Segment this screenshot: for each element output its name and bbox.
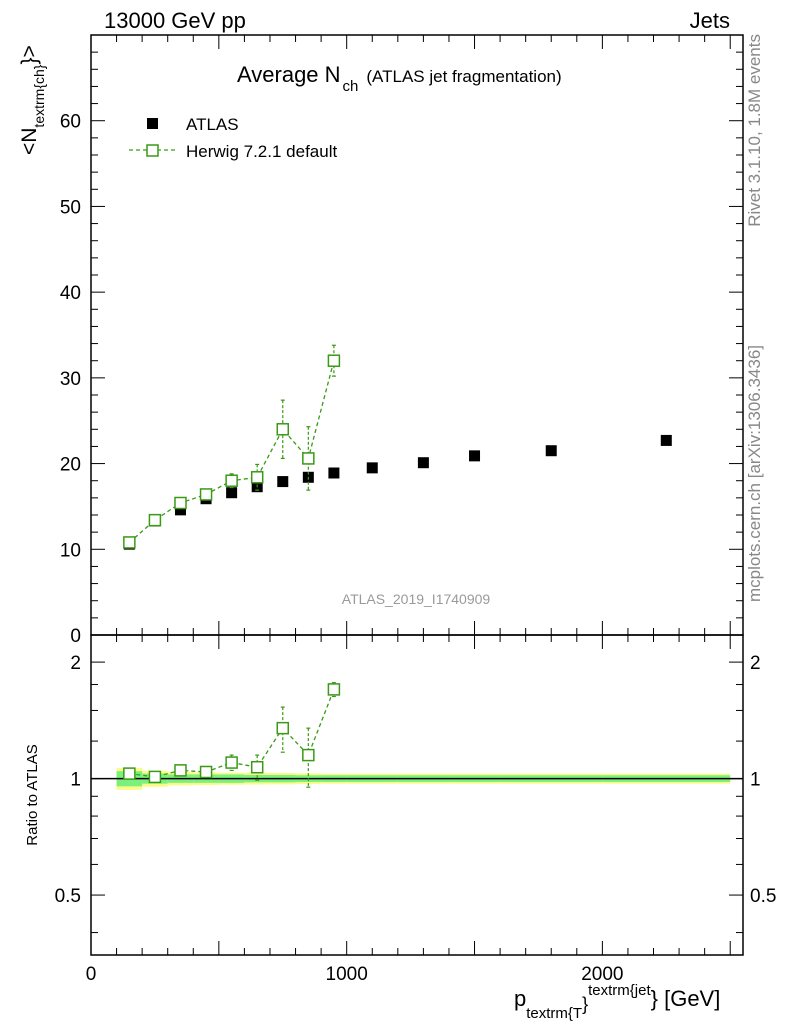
y-tick-label: 10 [60, 540, 81, 561]
herwig-ratio-point [250, 760, 264, 774]
y-tick-label: 30 [60, 369, 81, 390]
herwig-ratio-point [225, 756, 238, 769]
legend-herwig-label: Herwig 7.2.1 default [186, 142, 337, 161]
chart-title-sub: ch [343, 78, 359, 95]
herwig-ratio-point [199, 765, 213, 779]
ratio-tick-label-left: 0.5 [55, 886, 81, 907]
x-axis-label-sub: textrm{T [526, 1005, 582, 1022]
atlas-point [417, 457, 429, 469]
mcplots-label: mcplots.cern.ch [arXiv:1306.3436] [745, 345, 764, 602]
y-axis-label-main: <N [18, 128, 41, 155]
herwig-ratio-point [174, 764, 187, 777]
chart-title-main: Average N [237, 62, 341, 87]
ratio-tick-label-left: 2 [70, 653, 81, 674]
x-tick-label: 1000 [326, 964, 368, 985]
ratio-tick-label-left: 1 [70, 770, 81, 791]
herwig-ratio-point [327, 683, 341, 696]
uncertainty-band-ratio [91, 767, 743, 790]
ratio-y-axis-label: Ratio to ATLAS [24, 744, 41, 845]
atlas-point [174, 504, 186, 516]
herwig-point [327, 354, 341, 367]
herwig-ratio-point [148, 770, 162, 784]
y-tick-label: 50 [60, 197, 81, 218]
atlas-point [328, 467, 340, 479]
header-category-label: Jets [690, 8, 730, 33]
atlas-point [545, 445, 557, 457]
herwig-point [123, 536, 136, 549]
herwig-point [225, 474, 238, 487]
x-tick-label: 0 [86, 964, 97, 985]
x-axis-label-main: p [514, 986, 526, 1011]
herwig-point [276, 423, 290, 436]
herwig-point [250, 471, 264, 484]
herwig-point [199, 488, 213, 501]
y-tick-label: 0 [70, 626, 81, 647]
ratio-frame [90, 634, 744, 956]
herwig-point [302, 452, 315, 465]
legend-atlas-marker [147, 118, 158, 129]
ratio-data-marks [123, 682, 341, 788]
y-axis-label: <Ntextrm{ch}}> [18, 45, 47, 155]
main-data-marks [123, 344, 672, 550]
herwig-ratio-point [302, 748, 315, 762]
ratio-panel: 0 1000 2000 0.5 0.5 1 1 2 2 [55, 634, 776, 985]
legend-herwig-marker [146, 144, 159, 157]
ratio-tick-label-right: 0.5 [750, 886, 776, 907]
ratio-axis-ticks: 0 1000 2000 0.5 0.5 1 1 2 2 [55, 635, 776, 985]
y-axis-label-sub: textrm{ch} [31, 64, 47, 127]
x-tick-label: 2000 [581, 964, 623, 985]
x-axis-label-suffix: } [GeV] [651, 986, 721, 1011]
header-energy-label: 13000 GeV pp [104, 8, 246, 33]
x-axis-label-sup: textrm{jet [588, 982, 651, 999]
main-panel: 0 10 20 30 40 50 60 [60, 34, 744, 647]
herwig-point [148, 513, 162, 527]
y-axis-label-suffix: }> [18, 45, 41, 64]
legend: ATLAS Herwig 7.2.1 default [129, 115, 337, 161]
legend-atlas-label: ATLAS [186, 115, 239, 134]
analysis-label: ATLAS_2019_I1740909 [342, 591, 491, 607]
y-tick-label: 20 [60, 455, 81, 476]
herwig-ratio-point [276, 721, 290, 735]
ratio-tick-label-right: 1 [750, 770, 761, 791]
ratio-tick-label-right: 2 [750, 653, 761, 674]
herwig-point [174, 496, 187, 510]
atlas-point [277, 476, 289, 488]
y-tick-label: 40 [60, 283, 81, 304]
atlas-point [366, 462, 378, 474]
atlas-point [226, 487, 238, 499]
chart-title-suffix: (ATLAS jet fragmentation) [366, 67, 561, 86]
main-axis-ticks: 0 10 20 30 40 50 60 [60, 34, 743, 647]
x-axis-label-mid: } [582, 994, 588, 1014]
x-axis-label: ptextrm{T}textrm{jet} [GeV] [514, 982, 720, 1022]
y-tick-label: 60 [60, 112, 81, 133]
rivet-version-label: Rivet 3.1.10, 1.8M events [745, 34, 764, 227]
herwig-ratio-point [123, 767, 136, 780]
atlas-point [469, 450, 481, 462]
atlas-point [660, 434, 672, 446]
